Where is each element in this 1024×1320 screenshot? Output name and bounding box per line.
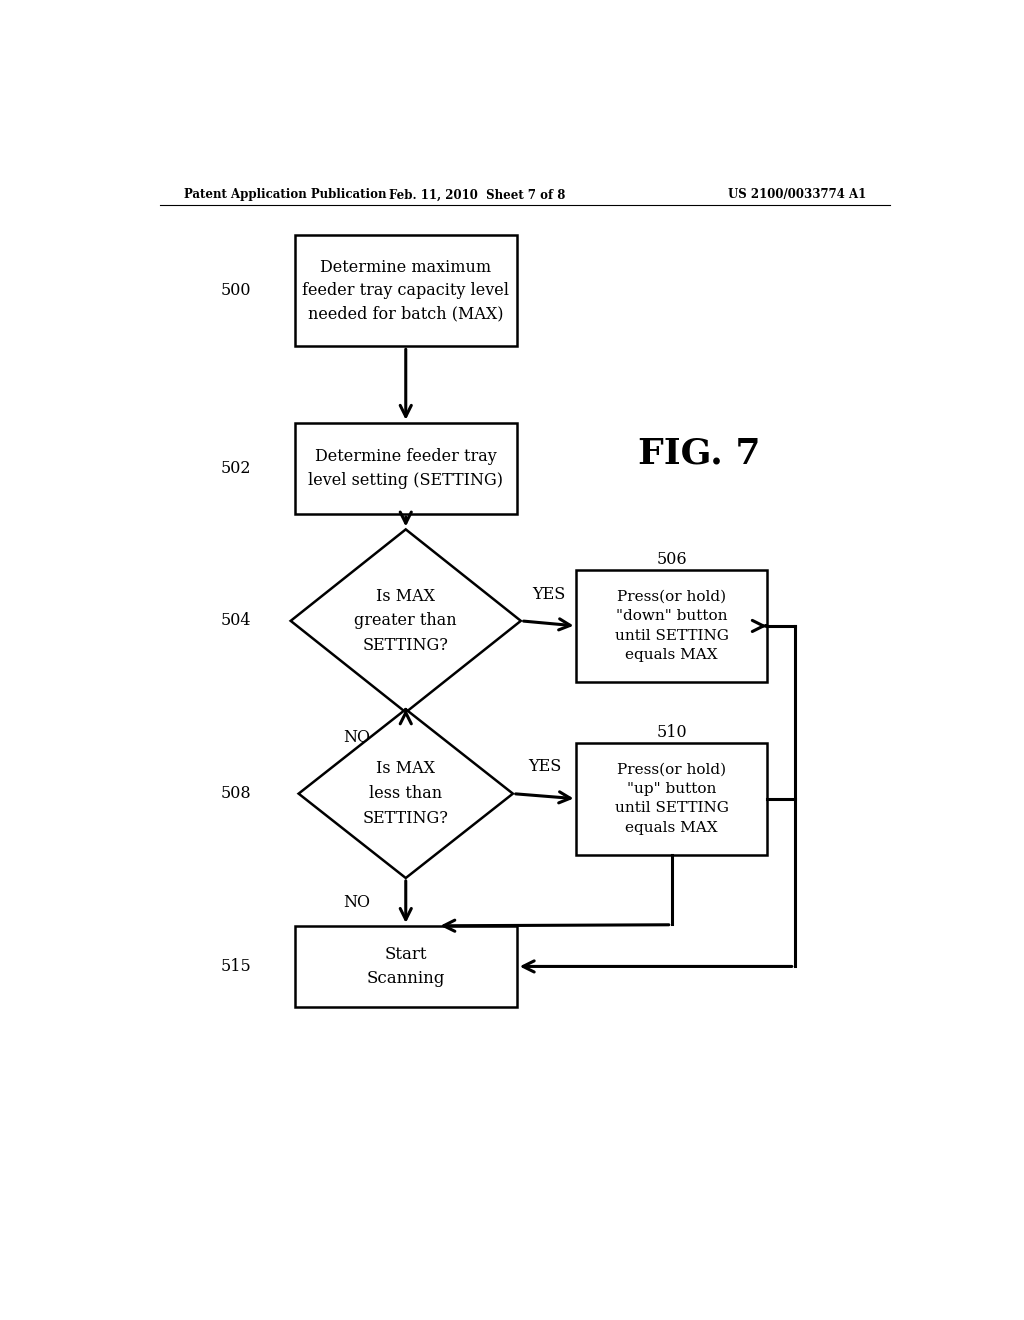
Bar [295, 422, 517, 515]
Text: Is MAX
less than
SETTING?: Is MAX less than SETTING? [362, 760, 449, 826]
Text: Is MAX
greater than
SETTING?: Is MAX greater than SETTING? [354, 587, 457, 655]
Text: Press(or hold)
"up" button
until SETTING
equals MAX: Press(or hold) "up" button until SETTING… [614, 763, 729, 836]
Text: 506: 506 [656, 552, 687, 569]
Bar [577, 570, 767, 682]
Text: 510: 510 [656, 725, 687, 741]
Text: 502: 502 [220, 459, 251, 477]
Text: NO: NO [343, 729, 370, 746]
Text: Press(or hold)
"down" button
until SETTING
equals MAX: Press(or hold) "down" button until SETTI… [614, 590, 729, 663]
Bar [295, 235, 517, 346]
Text: 500: 500 [220, 282, 251, 300]
Text: NO: NO [343, 894, 370, 911]
Text: Feb. 11, 2010  Sheet 7 of 8: Feb. 11, 2010 Sheet 7 of 8 [389, 189, 565, 202]
Text: YES: YES [528, 759, 561, 775]
Text: Determine feeder tray
level setting (SETTING): Determine feeder tray level setting (SET… [308, 449, 503, 488]
Polygon shape [291, 529, 521, 713]
Text: FIG. 7: FIG. 7 [638, 436, 761, 470]
Text: YES: YES [532, 586, 565, 602]
Text: US 2100/0033774 A1: US 2100/0033774 A1 [728, 189, 866, 202]
Text: Start
Scanning: Start Scanning [367, 946, 445, 986]
Text: Patent Application Publication: Patent Application Publication [183, 189, 386, 202]
Text: 504: 504 [220, 612, 251, 630]
Bar [577, 743, 767, 854]
Text: 515: 515 [220, 958, 251, 975]
Bar [295, 925, 517, 1007]
Text: 508: 508 [220, 785, 251, 803]
Polygon shape [299, 709, 513, 878]
Text: Determine maximum
feeder tray capacity level
needed for batch (MAX): Determine maximum feeder tray capacity l… [302, 259, 509, 322]
